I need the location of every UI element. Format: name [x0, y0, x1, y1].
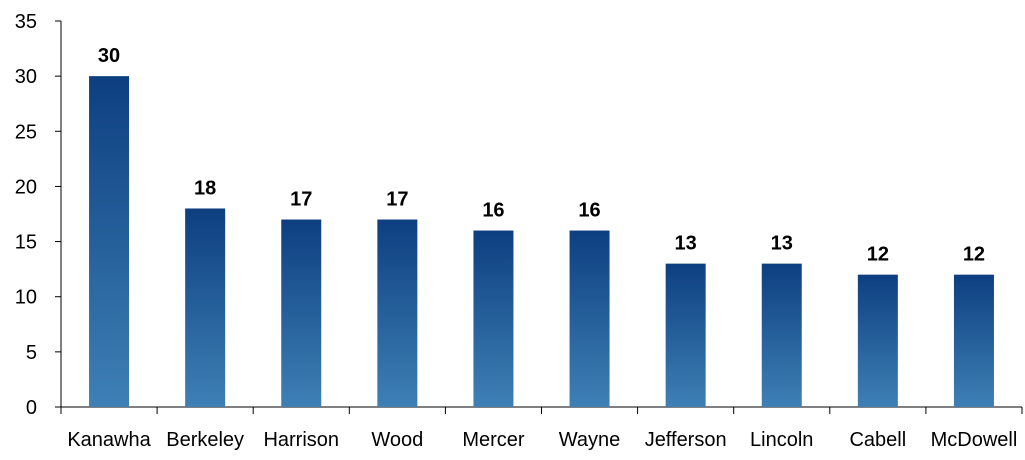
bar [473, 230, 514, 407]
y-tick-label: 10 [15, 287, 37, 309]
y-tick-label: 20 [15, 176, 37, 198]
bar [377, 219, 418, 407]
y-tick-label: 30 [15, 66, 37, 88]
bar-value-label: 13 [675, 233, 697, 255]
bars [89, 76, 994, 408]
x-category-label: McDowell [931, 429, 1018, 451]
x-category-label: Harrison [263, 429, 339, 451]
bar-value-label: 13 [771, 233, 793, 255]
y-tick-label: 5 [26, 342, 37, 364]
bar-value-label: 16 [578, 200, 600, 222]
x-category-label: Berkeley [166, 429, 244, 451]
bar-value-label: 12 [963, 244, 985, 266]
bar-value-label: 17 [386, 189, 408, 211]
bar [953, 274, 994, 407]
x-category-label: Jefferson [645, 429, 727, 451]
y-tick-label: 15 [15, 232, 37, 254]
y-tick-label: 35 [15, 11, 37, 33]
bar [857, 274, 898, 407]
bar [569, 230, 610, 407]
x-category-label: Lincoln [750, 429, 813, 451]
x-category-label: Mercer [462, 429, 525, 451]
bar [89, 76, 130, 408]
bar-value-label: 30 [98, 45, 120, 67]
bar [665, 263, 706, 407]
y-axis: 0 5 10 15 20 25 30 35 [15, 11, 62, 419]
bar-value-label: 17 [290, 189, 312, 211]
x-category-label: Kanawha [67, 429, 151, 451]
x-category-label: Cabell [849, 429, 906, 451]
data-labels: 30 18 17 17 16 16 13 13 12 12 [98, 45, 985, 266]
bar [761, 263, 802, 407]
x-axis: Kanawha Berkeley Harrison Wood Mercer Wayne Je… [60, 406, 1023, 451]
y-tick-label: 0 [26, 397, 37, 419]
x-category-label: Wood [371, 429, 423, 451]
bar-value-label: 16 [482, 200, 504, 222]
bar [185, 208, 226, 407]
bar-value-label: 12 [867, 244, 889, 266]
bar-value-label: 18 [194, 177, 216, 199]
x-category-label: Wayne [559, 429, 621, 451]
bar [281, 219, 322, 407]
y-tick-label: 25 [15, 121, 37, 143]
